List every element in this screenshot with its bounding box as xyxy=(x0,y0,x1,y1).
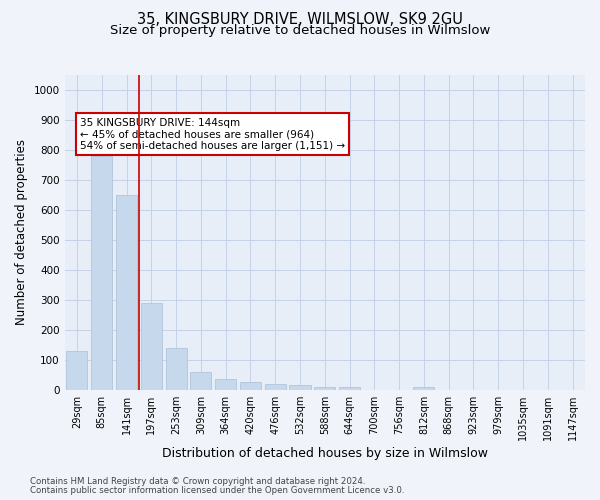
Bar xyxy=(116,195,137,390)
Bar xyxy=(215,380,236,390)
Bar xyxy=(190,372,211,390)
Text: Contains HM Land Registry data © Crown copyright and database right 2024.: Contains HM Land Registry data © Crown c… xyxy=(30,477,365,486)
Bar xyxy=(240,382,261,390)
Text: Size of property relative to detached houses in Wilmslow: Size of property relative to detached ho… xyxy=(110,24,490,37)
Bar xyxy=(166,348,187,390)
X-axis label: Distribution of detached houses by size in Wilmslow: Distribution of detached houses by size … xyxy=(162,447,488,460)
Bar xyxy=(67,351,88,390)
Bar xyxy=(141,303,162,390)
Bar xyxy=(314,387,335,390)
Bar xyxy=(265,384,286,390)
Text: 35, KINGSBURY DRIVE, WILMSLOW, SK9 2GU: 35, KINGSBURY DRIVE, WILMSLOW, SK9 2GU xyxy=(137,12,463,28)
Bar xyxy=(289,386,311,390)
Bar xyxy=(339,387,360,390)
Bar xyxy=(91,156,112,390)
Y-axis label: Number of detached properties: Number of detached properties xyxy=(15,140,28,326)
Bar xyxy=(413,387,434,390)
Text: 35 KINGSBURY DRIVE: 144sqm
← 45% of detached houses are smaller (964)
54% of sem: 35 KINGSBURY DRIVE: 144sqm ← 45% of deta… xyxy=(80,118,345,150)
Text: Contains public sector information licensed under the Open Government Licence v3: Contains public sector information licen… xyxy=(30,486,404,495)
